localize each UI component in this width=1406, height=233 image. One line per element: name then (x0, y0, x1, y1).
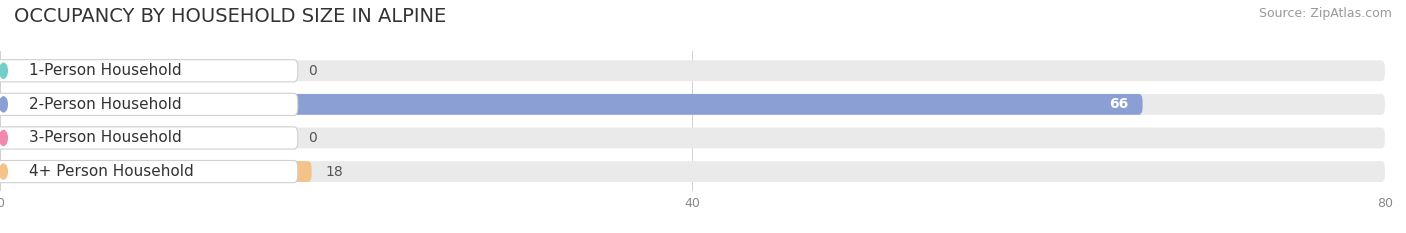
FancyBboxPatch shape (0, 60, 298, 82)
FancyBboxPatch shape (0, 161, 1385, 182)
Text: 4+ Person Household: 4+ Person Household (30, 164, 194, 179)
FancyBboxPatch shape (0, 127, 1385, 148)
Circle shape (0, 130, 7, 145)
FancyBboxPatch shape (0, 127, 25, 148)
Circle shape (0, 164, 7, 179)
Text: 0: 0 (308, 131, 316, 145)
Circle shape (0, 63, 7, 78)
Text: 3-Person Household: 3-Person Household (30, 130, 183, 145)
FancyBboxPatch shape (0, 94, 1385, 115)
FancyBboxPatch shape (0, 60, 25, 81)
FancyBboxPatch shape (0, 161, 312, 182)
Text: 1-Person Household: 1-Person Household (30, 63, 181, 78)
Text: Source: ZipAtlas.com: Source: ZipAtlas.com (1258, 7, 1392, 20)
FancyBboxPatch shape (0, 94, 1143, 115)
FancyBboxPatch shape (0, 161, 298, 183)
Text: 2-Person Household: 2-Person Household (30, 97, 181, 112)
Text: OCCUPANCY BY HOUSEHOLD SIZE IN ALPINE: OCCUPANCY BY HOUSEHOLD SIZE IN ALPINE (14, 7, 446, 26)
FancyBboxPatch shape (0, 60, 1385, 81)
FancyBboxPatch shape (0, 127, 298, 149)
Text: 66: 66 (1109, 97, 1129, 111)
Circle shape (0, 97, 7, 112)
FancyBboxPatch shape (0, 93, 298, 115)
Text: 18: 18 (325, 164, 343, 178)
Text: 0: 0 (308, 64, 316, 78)
